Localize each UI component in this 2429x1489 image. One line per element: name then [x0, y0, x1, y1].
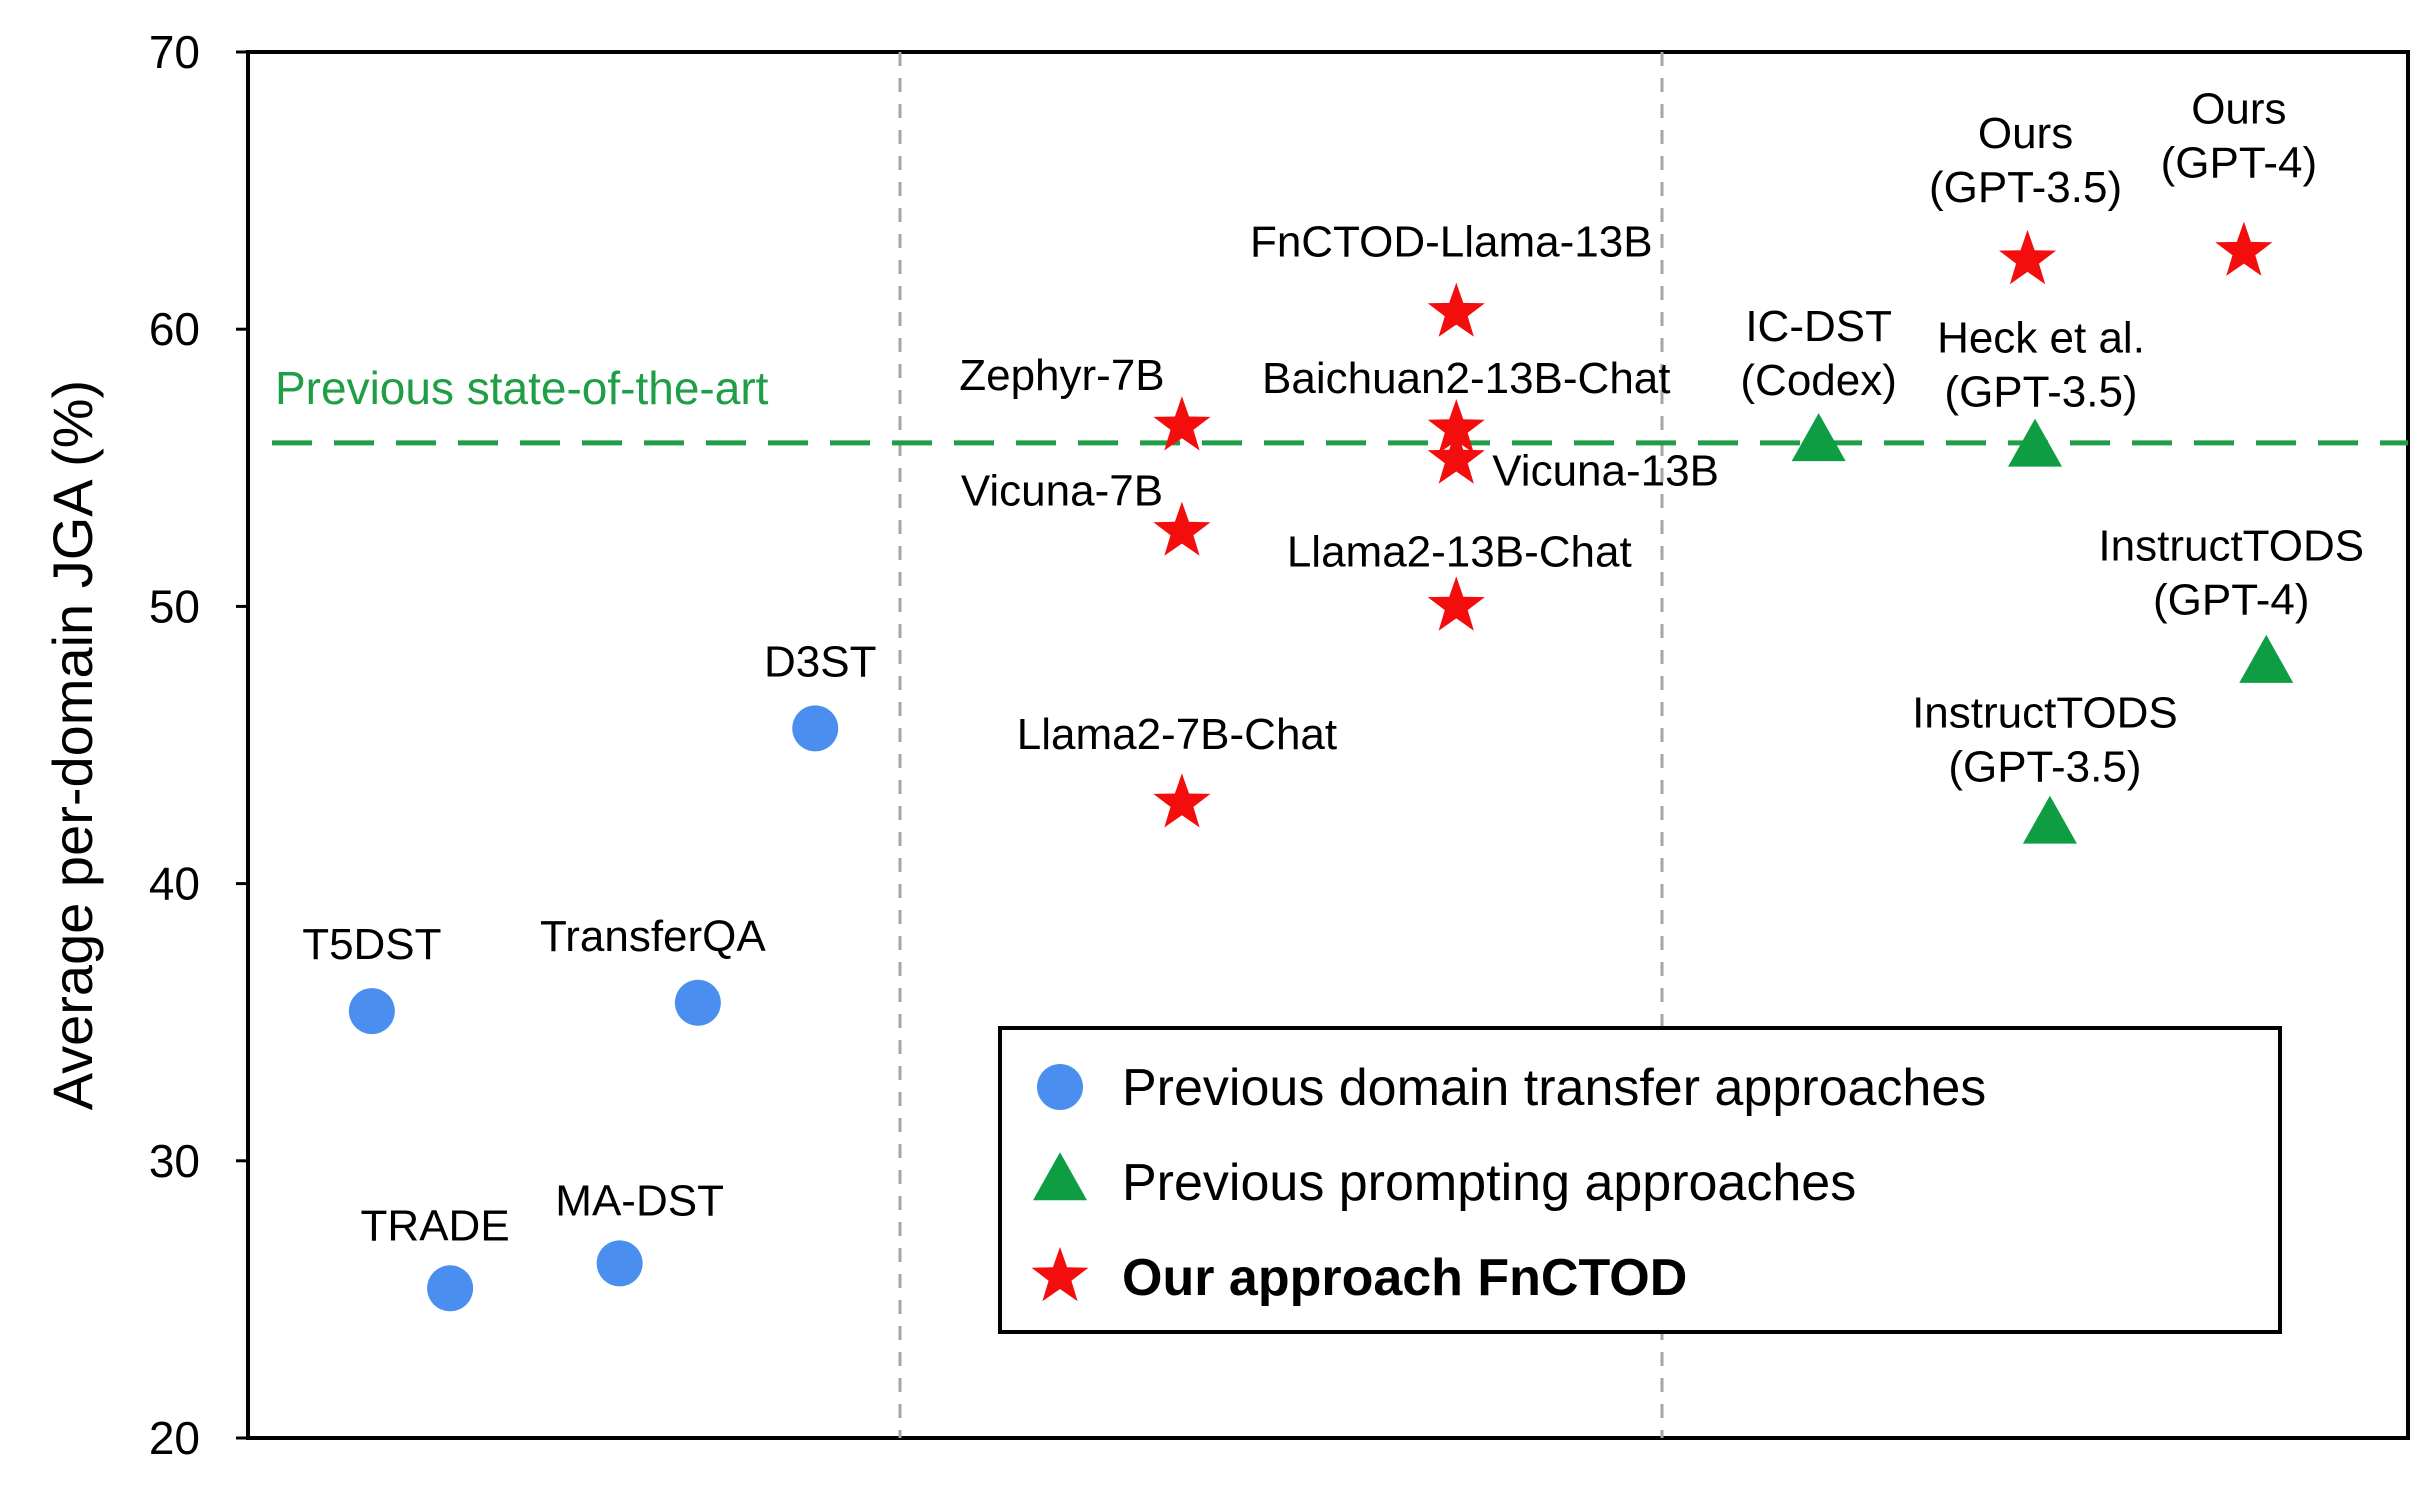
- marker-vicuna-13b: [1427, 429, 1485, 484]
- marker-ours-gpt-3-5: [1999, 229, 2057, 285]
- point-label-heck-et-al-gpt-3-5-2: (GPT-3.5): [1944, 367, 2137, 416]
- legend-marker-domain_transfer: [1037, 1064, 1083, 1110]
- marker-llama2-13b-chat: [1427, 576, 1485, 631]
- reference-line-label: Previous state-of-the-art: [275, 362, 769, 414]
- legend-label-domain_transfer: Previous domain transfer approaches: [1122, 1059, 1986, 1117]
- marker-trade: [427, 1265, 474, 1312]
- legend-marker-fnctod: [1031, 1247, 1089, 1302]
- point-llama2-7b-chat: Llama2-7B-Chat: [1017, 710, 1337, 828]
- point-label-instructtods-gpt-4-2: (GPT-4): [2153, 576, 2309, 625]
- y-axis-title: Average per-domain JGA (%): [41, 380, 104, 1110]
- legend: Previous domain transfer approaches Previ…: [998, 1026, 2282, 1334]
- point-label-baichuan2-13b-chat: Baichuan2-13B-Chat: [1262, 354, 1670, 403]
- point-ma-dst: MA-DST: [555, 1176, 724, 1287]
- point-label-llama2-7b-chat: Llama2-7B-Chat: [1017, 710, 1337, 759]
- point-label-transferqa: TransferQA: [540, 912, 766, 961]
- marker-d3st: [792, 705, 839, 752]
- point-ic-dst-codex: IC-DST (Codex): [1740, 302, 1897, 462]
- point-ours-gpt-3-5: Ours (GPT-3.5): [1929, 109, 2122, 285]
- point-d3st: D3ST: [764, 637, 876, 752]
- marker-llama2-7b-chat: [1153, 773, 1211, 828]
- y-tick-label-70: 70: [149, 26, 200, 78]
- reference-line-group: Previous state-of-the-art: [272, 362, 2408, 446]
- point-label-fnctod-llama-13b: FnCTOD-Llama-13B: [1250, 218, 1653, 267]
- legend-label-fnctod: Our approach FnCTOD: [1122, 1249, 1687, 1307]
- point-label-heck-et-al-gpt-3-5-1: Heck et al.: [1937, 313, 2145, 362]
- marker-vicuna-7b: [1153, 501, 1211, 556]
- point-label-trade: TRADE: [361, 1201, 510, 1250]
- point-label-t5dst: T5DST: [302, 920, 441, 969]
- point-instructtods-gpt-3-5: InstructTODS (GPT-3.5): [1912, 688, 2178, 844]
- point-label-ma-dst: MA-DST: [555, 1176, 724, 1225]
- point-label-instructtods-gpt-3-5-2: (GPT-3.5): [1948, 742, 2141, 791]
- point-baichuan2-13b-chat: Baichuan2-13B-Chat: [1262, 354, 1671, 454]
- marker-instructtods-gpt-3-5: [2022, 795, 2077, 844]
- marker-baichuan2-13b-chat: [1427, 399, 1485, 454]
- point-label-vicuna-13b: Vicuna-13B: [1492, 446, 1719, 495]
- y-tick-label-50: 50: [149, 580, 200, 632]
- point-vicuna-13b: Vicuna-13B: [1427, 429, 1719, 495]
- point-t5dst: T5DST: [302, 920, 442, 1035]
- marker-ic-dst-codex: [1791, 413, 1846, 462]
- y-axis-ticks: 20 30 40 50 60 70: [149, 26, 248, 1464]
- y-tick-label-60: 60: [149, 303, 200, 355]
- point-zephyr-7b: Zephyr-7B: [959, 351, 1211, 451]
- y-tick-label-30: 30: [149, 1135, 200, 1187]
- point-trade: TRADE: [361, 1201, 510, 1312]
- marker-zephyr-7b: [1153, 396, 1211, 451]
- y-tick-label-40: 40: [149, 858, 200, 910]
- point-ours-gpt-4: Ours (GPT-4): [2161, 85, 2317, 276]
- point-heck-et-al-gpt-3-5: Heck et al. (GPT-3.5): [1937, 313, 2145, 467]
- marker-ours-gpt-4: [2215, 221, 2273, 276]
- marker-ma-dst: [596, 1240, 643, 1287]
- point-transferqa: TransferQA: [540, 912, 766, 1026]
- point-instructtods-gpt-4: InstructTODS (GPT-4): [2098, 522, 2364, 683]
- point-label-vicuna-7b: Vicuna-7B: [961, 467, 1163, 516]
- point-fnctod-llama-13b: FnCTOD-Llama-13B: [1250, 218, 1653, 337]
- plot-frame: [246, 50, 2410, 1440]
- marker-instructtods-gpt-4: [2239, 634, 2294, 683]
- marker-t5dst: [348, 988, 395, 1035]
- point-label-llama2-13b-chat: Llama2-13B-Chat: [1287, 527, 1632, 576]
- point-vicuna-7b: Vicuna-7B: [961, 467, 1211, 556]
- legend-marker-prompting: [1033, 1152, 1087, 1201]
- point-label-ic-dst-codex-2: (Codex): [1740, 356, 1897, 405]
- data-points: T5DST TRADE MA-DST TransferQA D3ST Zephyr-7B V…: [302, 85, 2364, 1312]
- point-label-ours-gpt-3-5-2: (GPT-3.5): [1929, 163, 2122, 212]
- point-label-ic-dst-codex-1: IC-DST: [1745, 302, 1892, 351]
- marker-heck-et-al-gpt-3-5: [2008, 418, 2062, 467]
- point-label-instructtods-gpt-3-5-1: InstructTODS: [1912, 688, 2178, 737]
- y-tick-label-20: 20: [149, 1412, 200, 1464]
- point-label-instructtods-gpt-4-1: InstructTODS: [2098, 522, 2364, 571]
- point-label-ours-gpt-4-1: Ours: [2191, 85, 2286, 134]
- point-label-ours-gpt-3-5-1: Ours: [1978, 109, 2073, 158]
- point-label-zephyr-7b: Zephyr-7B: [959, 351, 1164, 400]
- point-label-d3st: D3ST: [764, 637, 876, 686]
- legend-box: [998, 1026, 2282, 1334]
- marker-transferqa: [674, 979, 721, 1026]
- point-label-ours-gpt-4-2: (GPT-4): [2161, 139, 2317, 188]
- point-llama2-13b-chat: Llama2-13B-Chat: [1287, 527, 1632, 631]
- legend-label-prompting: Previous prompting approaches: [1122, 1154, 1856, 1212]
- marker-fnctod-llama-13b: [1427, 282, 1485, 337]
